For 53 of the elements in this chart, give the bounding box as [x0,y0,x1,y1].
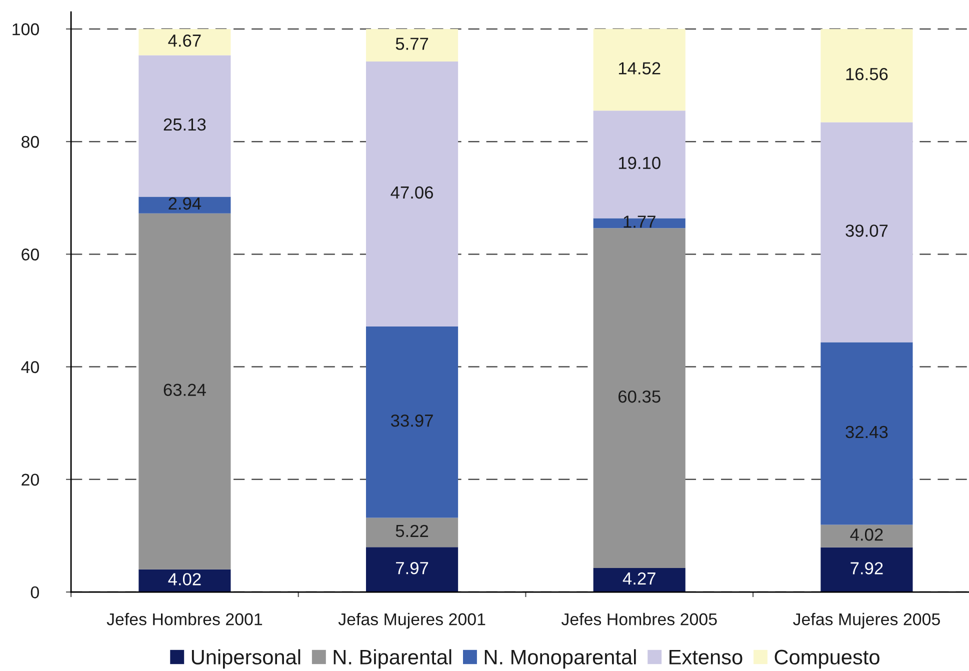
legend-label: Extenso [670,650,742,665]
legend-label: N. Monoparental [484,649,636,669]
y-tick-label: 60 [22,248,39,260]
bar [820,28,913,122]
data-label: 19.10 [618,156,660,170]
data-label: 7.97 [396,562,428,574]
data-label: 47.06 [390,186,433,199]
x-tick-label: Jefes Hombres 2005 [561,612,717,626]
legend-label: Unipersonal [192,649,300,669]
bar [366,29,458,62]
data-label: 4.02 [168,573,201,586]
bar [138,213,231,570]
bar [820,342,913,525]
bar [138,569,231,592]
legend-label: Compuesto [774,650,880,669]
bar [820,547,913,592]
bar [138,196,231,214]
y-tick-label: 100 [12,23,39,36]
data-label: 5.22 [396,524,428,538]
bar [366,62,458,326]
bar [366,547,458,592]
data-label: 63.24 [164,384,206,396]
data-label: 7.92 [850,562,883,574]
data-label: 5.77 [396,38,428,50]
data-label: 33.97 [390,414,433,427]
data-label: 39.07 [846,224,888,237]
bar [138,28,231,56]
data-label: 1.77 [624,216,656,228]
data-label: 14.52 [618,62,660,74]
bar [138,55,231,197]
data-label: 16.56 [846,68,888,80]
x-tick-label: Jefas Mujeres 2001 [338,612,486,629]
x-tick-label: Jefes Hombres 2001 [106,612,262,626]
data-label: 25.13 [164,118,206,131]
bar [593,568,686,592]
y-tick-label: 80 [22,136,39,148]
x-tick-label: Jefas Mujeres 2005 [793,612,940,629]
data-label: 32.43 [846,426,888,438]
bar [820,524,913,548]
data-label: 4.02 [850,528,883,541]
bar [820,122,913,342]
data-label: 4.27 [622,572,656,584]
bar [593,28,686,111]
bar [593,228,686,568]
data-label: 4.67 [168,34,201,47]
y-tick-label: 0 [30,586,39,598]
bar [366,326,458,518]
data-label: 60.35 [618,390,660,403]
legend-label: N. Biparental [334,649,452,669]
bar [366,518,458,548]
data-label: 2.94 [168,197,202,210]
y-tick-label: 40 [21,361,39,374]
y-tick-label: 20 [22,474,39,486]
